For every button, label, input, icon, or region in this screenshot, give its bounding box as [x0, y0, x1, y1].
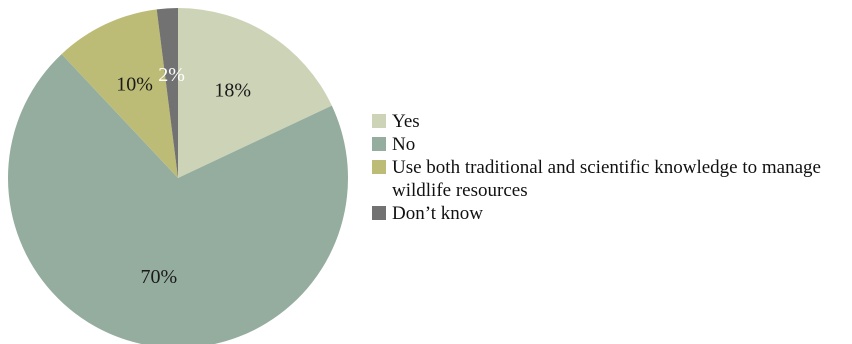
legend-swatch-dont-know [372, 206, 386, 220]
data-label-both: 10% [116, 73, 153, 95]
legend-item-no: No [372, 133, 842, 156]
legend-label-dont-know: Don’t know [392, 203, 483, 224]
pie-chart: 18% 70% 10% 2% [8, 8, 348, 344]
pie-slice-yes [178, 8, 332, 178]
data-label-dont-know: 2% [158, 64, 185, 86]
legend-label-no: No [392, 134, 416, 155]
legend-label-yes: Yes [392, 111, 420, 132]
legend-item-dont-know: Don’t know [372, 202, 842, 225]
legend-item-yes: Yes [372, 110, 842, 133]
pie-slice-both [61, 9, 178, 179]
legend: Yes No Use both traditional and scientif… [372, 110, 842, 225]
pie-slice-dont-know [156, 8, 178, 178]
data-label-yes: 18% [214, 79, 251, 101]
data-label-no: 70% [141, 266, 178, 288]
legend-swatch-yes [372, 114, 386, 128]
pie-slice-no [8, 54, 348, 344]
legend-swatch-no [372, 137, 386, 151]
legend-swatch-both [372, 160, 386, 174]
legend-label-both: Use both traditional and scientific know… [392, 157, 821, 201]
legend-item-both: Use both traditional and scientific know… [372, 156, 842, 202]
